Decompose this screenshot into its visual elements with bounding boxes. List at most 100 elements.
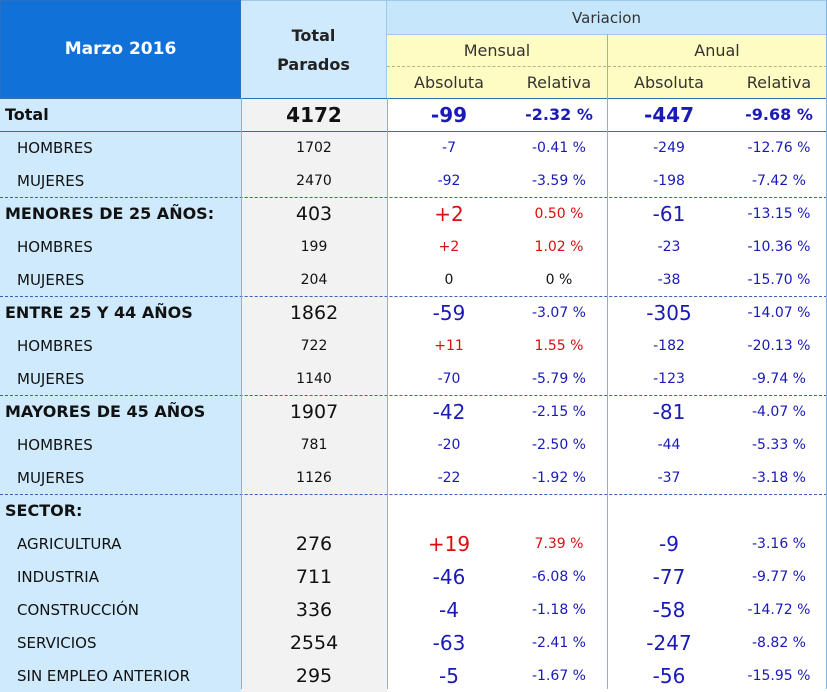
row-label-servicios: SERVICIOS <box>0 626 241 659</box>
total-row-bottom-border <box>0 131 827 132</box>
total-parados-value: 1126 <box>241 461 387 494</box>
mensual-relativa-value: -1.92 % <box>532 469 586 486</box>
mensual-absoluta-value: +11 <box>434 337 464 354</box>
mensual-relativa-value: -2.41 % <box>532 634 586 651</box>
anual-relativa-value: -7.42 % <box>752 172 806 189</box>
mensual-absoluta-value: -46 <box>432 564 466 589</box>
mensual-relativa-value: -1.18 % <box>532 601 586 618</box>
anual-relativa-value: -15.70 % <box>747 271 811 288</box>
mensual-absoluta-value: -92 <box>437 172 461 189</box>
mensual-relativa-value: -2.15 % <box>532 403 586 420</box>
mensual-absoluta-value: +19 <box>427 531 471 556</box>
anual-absoluta-value: -61 <box>652 201 686 226</box>
column-separator <box>607 34 608 98</box>
anual-relativa-value: -15.95 % <box>747 667 811 684</box>
anual-absoluta-value: -198 <box>653 172 685 189</box>
total-parados-value: 1862 <box>241 296 387 329</box>
anual-relativa-value: -3.16 % <box>752 535 806 552</box>
total-parados-value: 2554 <box>241 626 387 659</box>
anual-absoluta-value <box>607 494 731 527</box>
anual-absoluta-value: -56 <box>652 663 686 688</box>
anual-absoluta-value: -447 <box>643 102 695 127</box>
mensual-relativa-value <box>511 494 607 527</box>
row-label-agricultura: AGRICULTURA <box>0 527 241 560</box>
anual-absoluta-value: -44 <box>657 436 681 453</box>
anual-relativa-value: -9.77 % <box>752 568 806 585</box>
total-parados-value: 1907 <box>241 395 387 428</box>
anual-absoluta-header: Absoluta <box>607 66 731 98</box>
mensual-relativa-value: -6.08 % <box>532 568 586 585</box>
mensual-absoluta-header: Absoluta <box>387 66 511 98</box>
anual-relativa-value: -4.07 % <box>752 403 806 420</box>
total-parados-value: 4172 <box>241 98 387 131</box>
mensual-relativa-value: -3.59 % <box>532 172 586 189</box>
mensual-absoluta-value: -63 <box>432 630 466 655</box>
mensual-absoluta-value: -20 <box>437 436 461 453</box>
anual-relativa-value: -14.07 % <box>747 304 811 321</box>
row-label-industria: INDUSTRIA <box>0 560 241 593</box>
anual-relativa-header: Relativa <box>731 66 827 98</box>
row-label-menores-de-25-a-os: MENORES DE 25 AÑOS: <box>0 197 241 230</box>
mensual-relativa-value: 7.39 % <box>534 535 584 552</box>
mensual-absoluta-value: -59 <box>432 300 466 325</box>
total-parados-value: 722 <box>241 329 387 362</box>
row-label-mujeres: MUJERES <box>0 263 241 296</box>
anual-relativa-value: -3.18 % <box>752 469 806 486</box>
row-label-mujeres: MUJERES <box>0 461 241 494</box>
total-parados-value: 276 <box>241 527 387 560</box>
anual-absoluta-value: -58 <box>652 597 686 622</box>
row-label-hombres: HOMBRES <box>0 230 241 263</box>
anual-absoluta-value: -123 <box>653 370 685 387</box>
anual-absoluta-value: -37 <box>657 469 681 486</box>
mensual-relativa-value: 0.50 % <box>534 205 584 222</box>
total-parados-value: 204 <box>241 263 387 296</box>
mensual-relativa-value: -5.79 % <box>532 370 586 387</box>
total-parados-value: 403 <box>241 197 387 230</box>
total-parados-value: 781 <box>241 428 387 461</box>
mensual-absoluta-value: -42 <box>432 399 466 424</box>
anual-absoluta-value: -23 <box>657 238 681 255</box>
row-separator <box>0 98 827 99</box>
column-separator <box>241 98 242 689</box>
mensual-absoluta-value: -5 <box>439 663 459 688</box>
total-parados-value: 711 <box>241 560 387 593</box>
row-label-mayores-de-45-a-os: MAYORES DE 45 AÑOS <box>0 395 241 428</box>
group-separator <box>0 197 827 198</box>
mensual-absoluta-value: -7 <box>442 139 456 156</box>
mensual-relativa-value: -1.67 % <box>532 667 586 684</box>
total-parados-value <box>241 494 387 527</box>
mensual-absoluta-value <box>387 494 511 527</box>
anual-absoluta-value: -247 <box>646 630 692 655</box>
total-header-line1: Total <box>291 25 336 45</box>
mensual-absoluta-value: +2 <box>438 238 460 255</box>
mensual-relativa-value: 0 % <box>545 271 573 288</box>
mensual-relativa-header: Relativa <box>511 66 607 98</box>
mensual-relativa-value: -0.41 % <box>532 139 586 156</box>
anual-absoluta-value: -182 <box>653 337 685 354</box>
anual-relativa-value: -5.33 % <box>752 436 806 453</box>
row-label-hombres: HOMBRES <box>0 428 241 461</box>
total-parados-value: 1702 <box>241 131 387 164</box>
total-parados-value: 2470 <box>241 164 387 197</box>
anual-relativa-value: -13.15 % <box>747 205 811 222</box>
total-parados-value: 199 <box>241 230 387 263</box>
row-label-hombres: HOMBRES <box>0 329 241 362</box>
anual-absoluta-value: -77 <box>652 564 686 589</box>
mensual-absoluta-value: -22 <box>437 469 461 486</box>
row-label-mujeres: MUJERES <box>0 164 241 197</box>
row-label-hombres: HOMBRES <box>0 131 241 164</box>
mensual-absoluta-value: -70 <box>437 370 461 387</box>
anual-absoluta-value: -305 <box>646 300 692 325</box>
row-label-construcci-n: CONSTRUCCIÓN <box>0 593 241 626</box>
variacion-header: Variacion <box>387 0 827 34</box>
column-separator <box>387 98 388 689</box>
row-label-total: Total <box>0 98 241 131</box>
mensual-header: Mensual <box>387 34 607 66</box>
mensual-absoluta-value: 0 <box>444 271 454 288</box>
total-parados-value: 1140 <box>241 362 387 395</box>
anual-absoluta-value: -38 <box>657 271 681 288</box>
row-label-mujeres: MUJERES <box>0 362 241 395</box>
anual-absoluta-value: -81 <box>652 399 686 424</box>
anual-relativa-value: -9.74 % <box>752 370 806 387</box>
